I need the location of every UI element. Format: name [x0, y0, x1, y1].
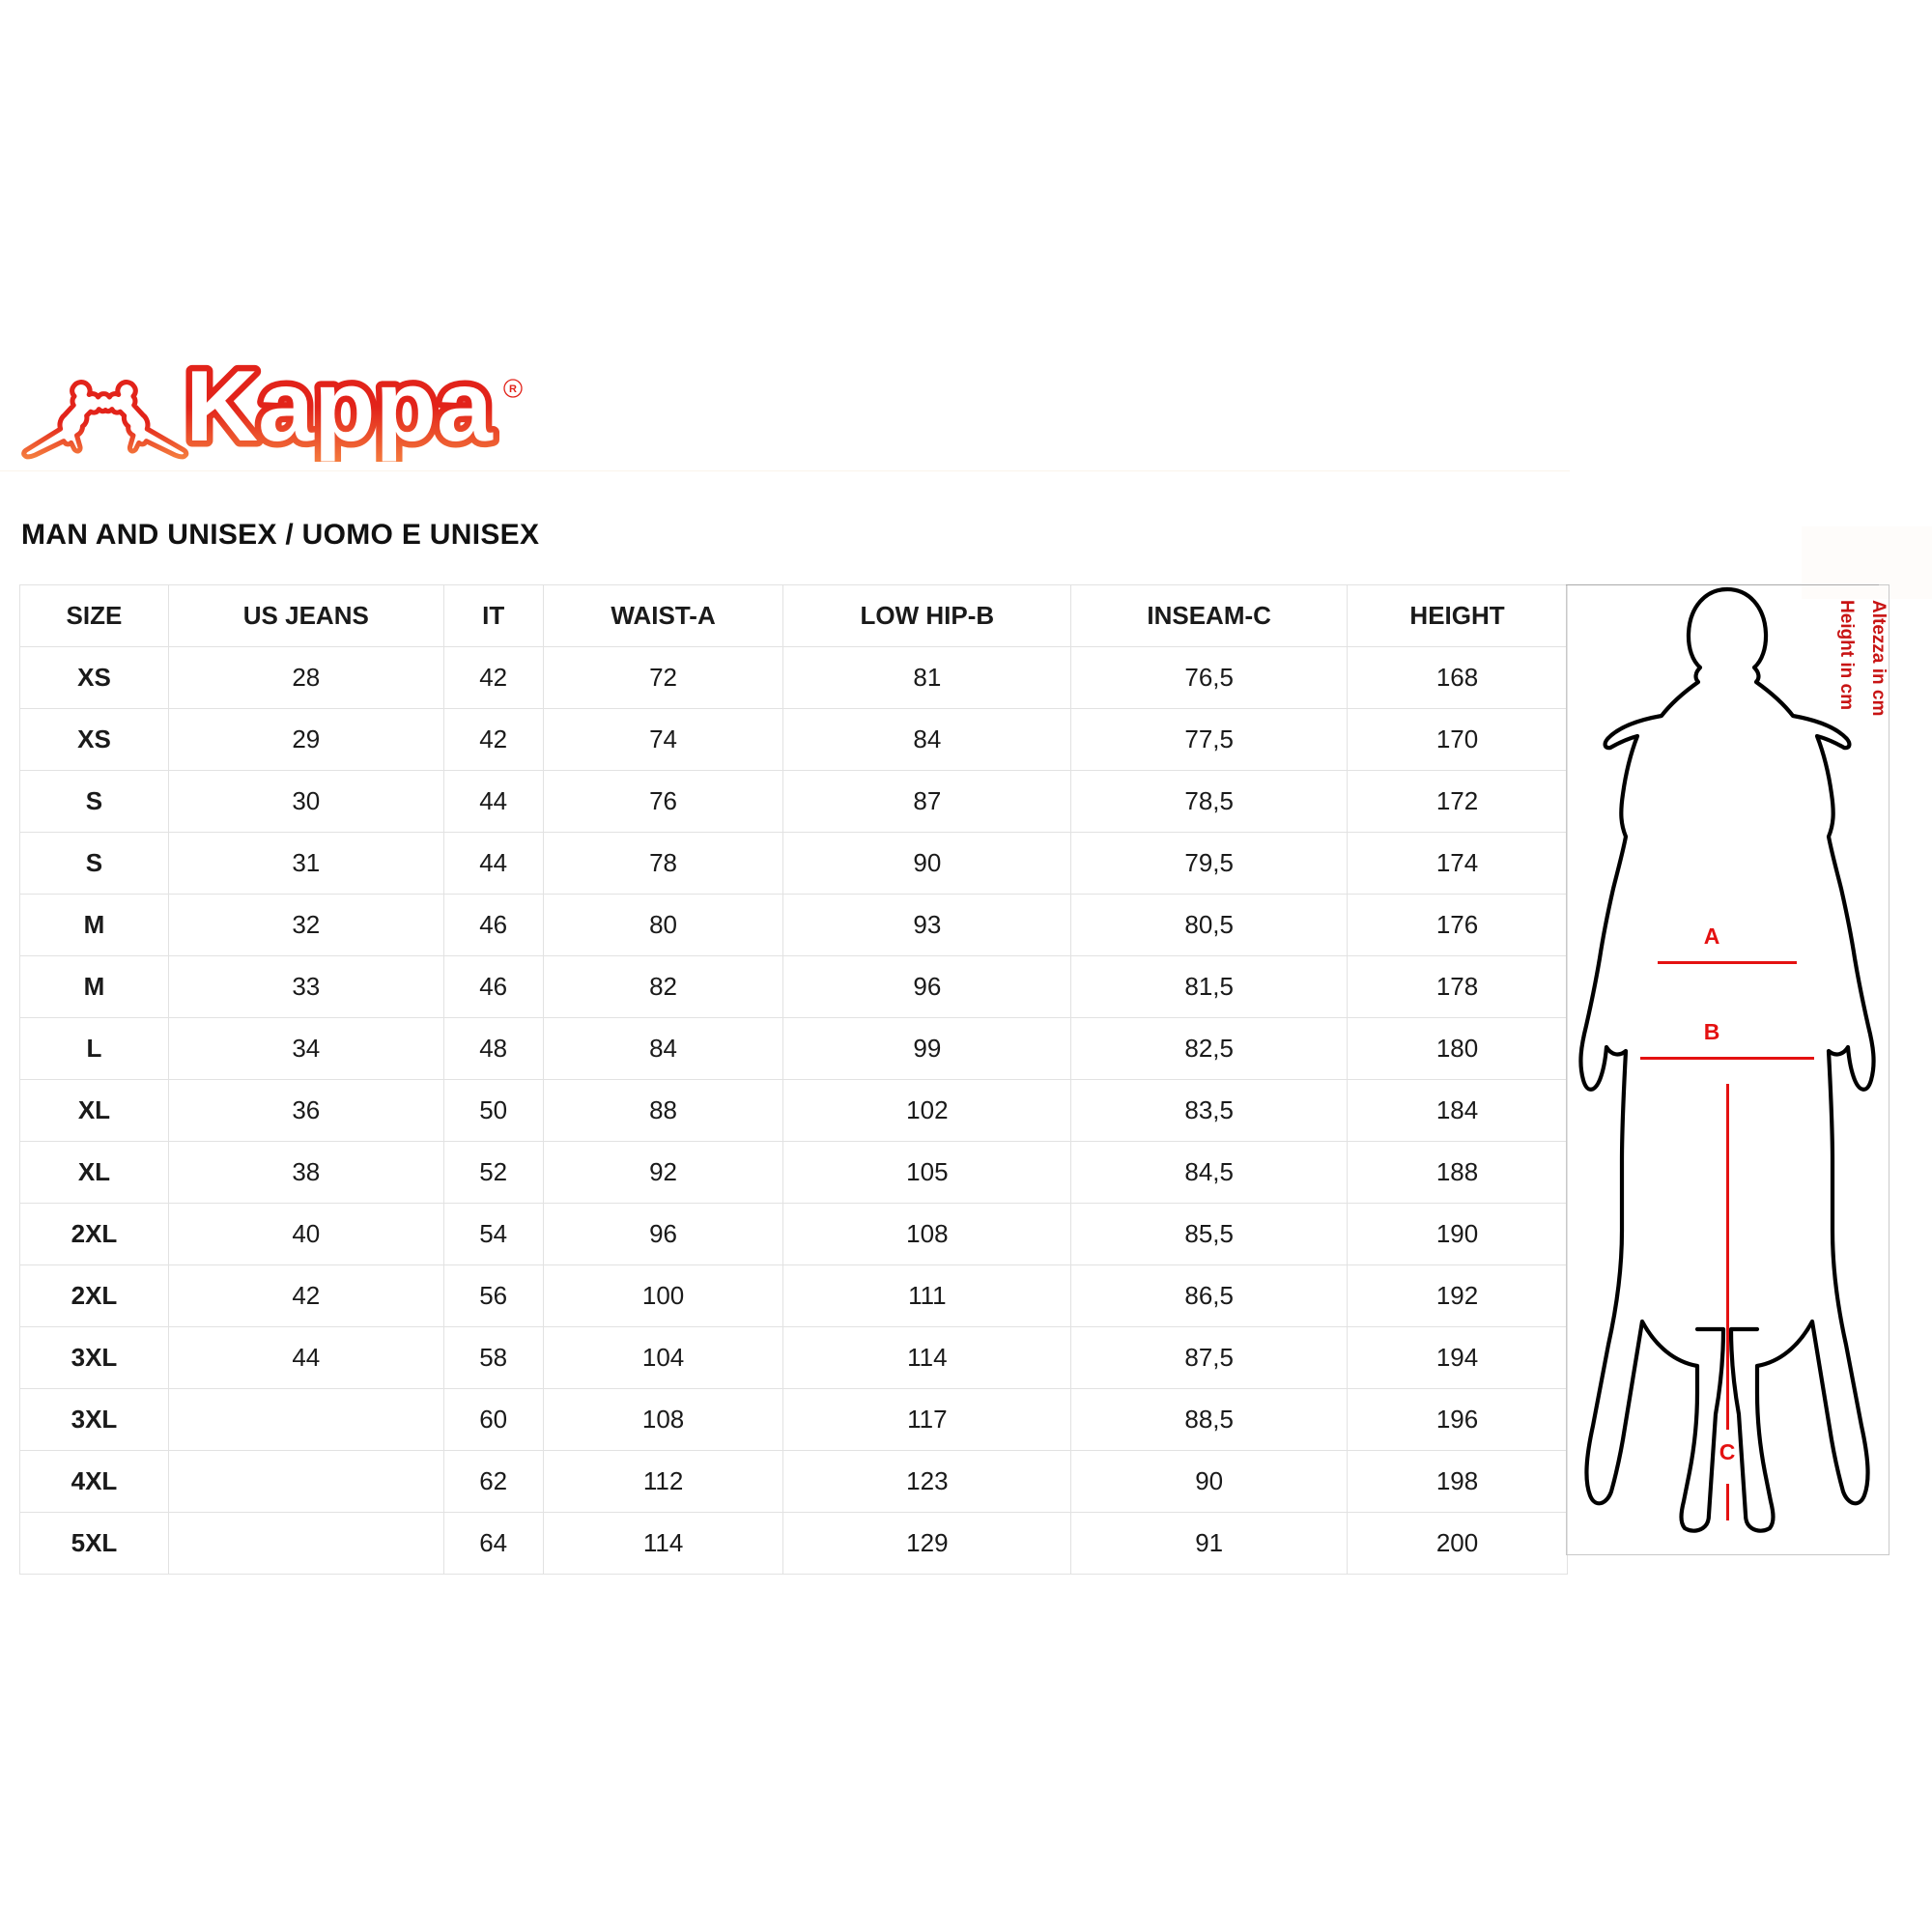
svg-text:Kappa: Kappa	[185, 355, 494, 462]
svg-text:R: R	[509, 384, 517, 395]
